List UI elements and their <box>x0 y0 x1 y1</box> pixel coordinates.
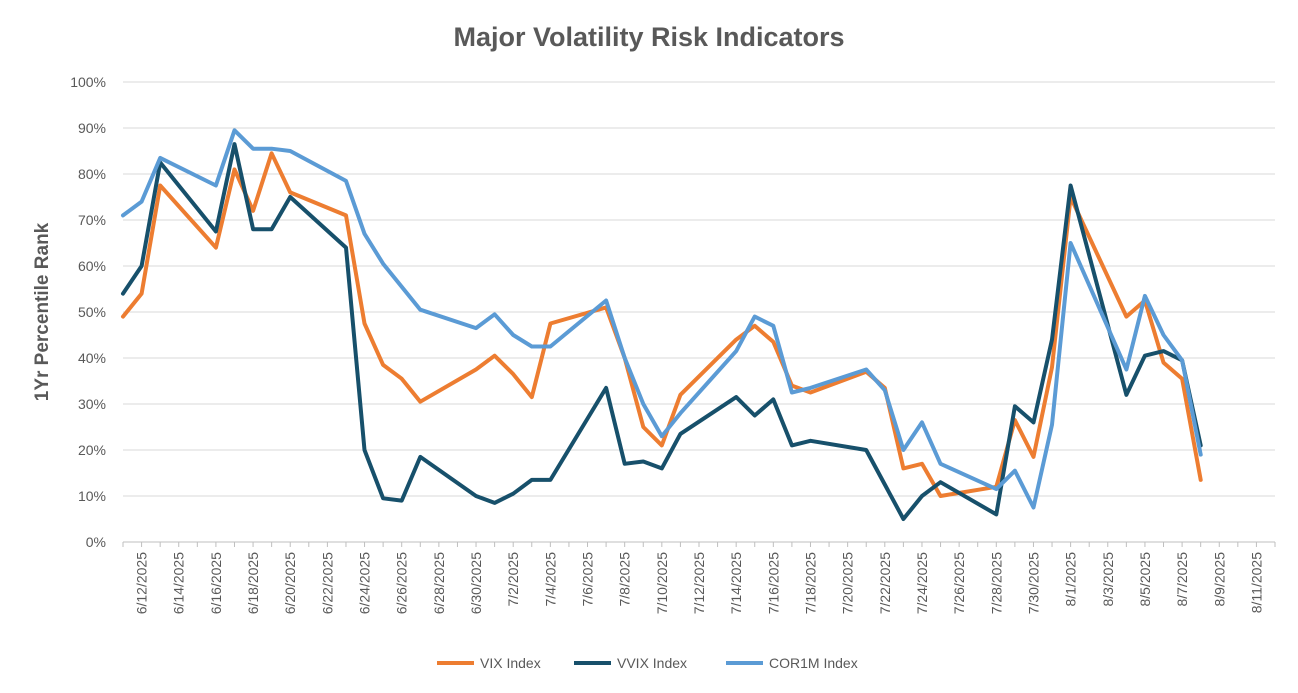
x-tick-label: 7/26/2025 <box>951 552 967 614</box>
x-tick-label: 6/18/2025 <box>245 552 261 614</box>
x-tick-label: 7/4/2025 <box>542 552 558 607</box>
x-tick-label: 6/14/2025 <box>171 552 187 614</box>
series-line-vix-index <box>121 151 1203 498</box>
y-tick-label: 0% <box>86 534 106 550</box>
x-tick-label: 6/12/2025 <box>134 552 150 614</box>
x-tick-label: 7/12/2025 <box>691 552 707 614</box>
x-tick-labels: 6/12/2025 6/14/2025 6/16/2025 6/18/2025 6/20… <box>122 542 1276 614</box>
x-tick-label: 7/20/2025 <box>840 552 856 614</box>
x-tick-label: 8/5/2025 <box>1137 552 1153 607</box>
legend-label: COR1M Index <box>769 655 858 671</box>
y-tick-label: 10% <box>78 488 106 504</box>
x-tick-label: 7/16/2025 <box>765 552 781 614</box>
x-tick-label: 7/8/2025 <box>617 552 633 607</box>
y-tick-labels: 0% 10% 20% 30% 40% 50% 60% 70% 80% 90% 100% <box>70 74 106 550</box>
y-tick-label: 20% <box>78 442 106 458</box>
x-tick-label: 8/11/2025 <box>1248 552 1264 613</box>
x-tick-label: 8/7/2025 <box>1174 552 1190 607</box>
x-tick-label: 7/14/2025 <box>728 552 744 614</box>
x-tick-label: 7/10/2025 <box>654 552 670 614</box>
x-tick-label: 6/22/2025 <box>319 552 335 614</box>
y-tick-label: 100% <box>70 74 106 90</box>
x-tick-label: 8/3/2025 <box>1100 552 1116 607</box>
x-tick-label: 6/30/2025 <box>468 552 484 614</box>
y-tick-label: 70% <box>78 212 106 228</box>
x-tick-label: 8/1/2025 <box>1063 552 1079 607</box>
series-line-cor1m-index <box>121 128 1203 510</box>
legend-label: VVIX Index <box>617 655 687 671</box>
x-tick-label: 8/9/2025 <box>1211 552 1227 607</box>
x-tick-label: 6/16/2025 <box>208 552 224 614</box>
y-tick-label: 60% <box>78 258 106 274</box>
series-lines <box>121 128 1203 521</box>
series-line-vvix-index <box>121 142 1203 521</box>
legend: VIX Index VVIX Index COR1M Index <box>437 655 858 671</box>
y-tick-label: 40% <box>78 350 106 366</box>
x-tick-label: 7/30/2025 <box>1025 552 1041 614</box>
x-tick-label: 7/28/2025 <box>988 552 1004 614</box>
x-tick-label: 7/2/2025 <box>505 552 521 607</box>
chart-title: Major Volatility Risk Indicators <box>453 22 844 52</box>
x-tick-label: 7/6/2025 <box>580 552 596 607</box>
legend-label: VIX Index <box>480 655 541 671</box>
gridlines <box>123 81 1275 543</box>
x-tick-label: 7/24/2025 <box>914 552 930 614</box>
y-tick-label: 50% <box>78 304 106 320</box>
y-tick-label: 30% <box>78 396 106 412</box>
x-tick-label: 7/22/2025 <box>877 552 893 614</box>
x-tick-label: 6/28/2025 <box>431 552 447 614</box>
y-axis-label: 1Yr Percentile Rank <box>32 222 53 401</box>
x-tick-label: 6/26/2025 <box>394 552 410 614</box>
y-tick-label: 80% <box>78 166 106 182</box>
x-tick-label: 6/24/2025 <box>357 552 373 614</box>
x-tick-label: 7/18/2025 <box>802 552 818 614</box>
x-tick-label: 6/20/2025 <box>282 552 298 614</box>
y-tick-label: 90% <box>78 120 106 136</box>
